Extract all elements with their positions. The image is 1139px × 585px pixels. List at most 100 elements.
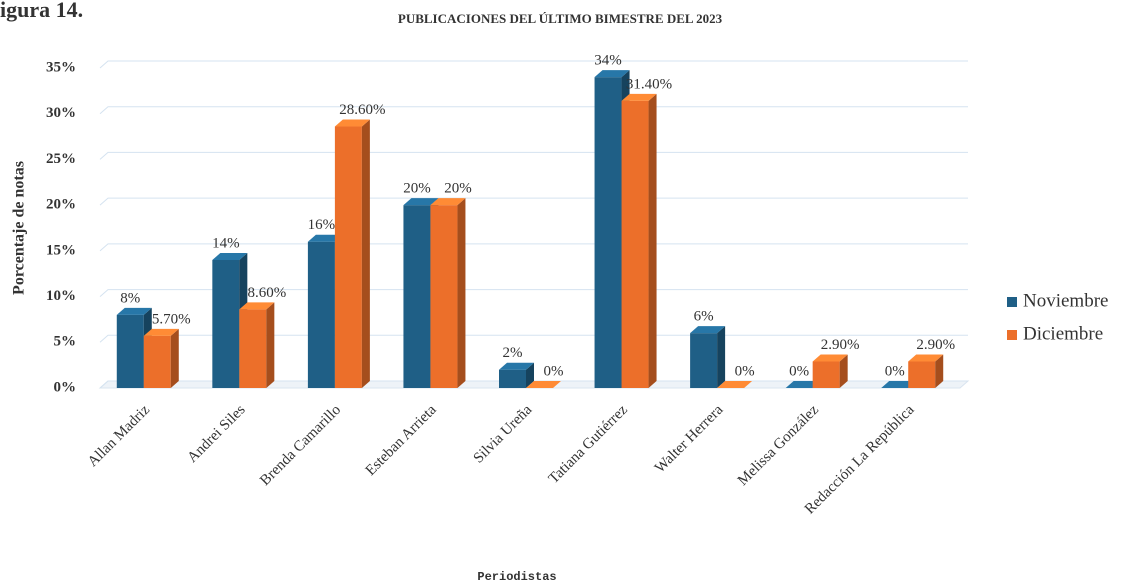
value-label: 20% xyxy=(403,181,431,197)
bar-front xyxy=(239,309,267,388)
x-axis-label: Periodistas xyxy=(477,570,556,584)
bar xyxy=(812,354,848,388)
grid-line xyxy=(99,60,968,69)
y-tick-label: 30% xyxy=(46,105,76,121)
x-tick-label: Andrei Siles xyxy=(185,402,249,466)
value-label: 2.90% xyxy=(916,337,955,353)
bar-front xyxy=(594,77,622,389)
value-label: 8% xyxy=(120,290,140,306)
value-label: 0% xyxy=(885,363,905,379)
bar-front xyxy=(212,260,240,388)
y-tick-label: 15% xyxy=(46,242,76,258)
bar-front xyxy=(690,333,718,388)
value-label: 0% xyxy=(789,363,809,379)
x-tick-label: Melissa González xyxy=(735,402,822,489)
bar-front xyxy=(307,241,335,388)
legend-label: Noviembre xyxy=(1023,290,1108,311)
grid-line xyxy=(99,334,968,343)
bar xyxy=(717,381,753,388)
bar-top xyxy=(212,253,248,260)
figure-caption: igura 14. xyxy=(0,0,83,22)
bar-front xyxy=(143,335,171,388)
bar-side xyxy=(648,93,657,389)
bar xyxy=(526,381,561,388)
bar-front xyxy=(334,126,362,388)
grid-line xyxy=(99,243,968,252)
bar-side xyxy=(457,198,466,388)
bar-side xyxy=(839,354,848,388)
y-tick-label: 20% xyxy=(46,197,76,213)
bar-top xyxy=(621,93,657,101)
x-tick-label: Redacción La República xyxy=(802,402,918,518)
bar-side xyxy=(717,326,726,388)
bar xyxy=(908,354,944,388)
bar-side xyxy=(266,302,275,388)
y-axis-label: Porcentaje de notas xyxy=(11,161,28,295)
legend-swatch xyxy=(1007,297,1017,307)
value-label: 2% xyxy=(503,345,523,361)
x-tick-label: Tatiana Gutiérrez xyxy=(546,402,631,487)
bar-top xyxy=(116,307,152,315)
grid-line xyxy=(99,289,968,297)
bar-top xyxy=(239,302,275,310)
bar xyxy=(430,198,466,388)
y-tick-label: 25% xyxy=(46,151,76,167)
bar-front xyxy=(403,205,431,388)
bar-top xyxy=(499,362,534,370)
bar xyxy=(143,328,179,388)
bar-top xyxy=(143,328,179,336)
grid-line xyxy=(99,380,968,389)
chart-title: PUBLICACIONES DEL ÚLTIMO BIMESTRE DEL 20… xyxy=(398,11,723,26)
bar xyxy=(499,362,534,388)
bar-top xyxy=(594,70,630,78)
legend-label: Diciembre xyxy=(1023,323,1103,344)
bar-top xyxy=(526,381,561,388)
bar xyxy=(621,93,657,389)
bar xyxy=(239,302,275,388)
bar-top xyxy=(430,198,466,206)
value-label: 6% xyxy=(694,309,714,325)
bar xyxy=(334,119,370,388)
value-label: 34% xyxy=(594,53,622,69)
value-label: 0% xyxy=(735,363,755,379)
bar-top xyxy=(908,354,944,362)
bar-front xyxy=(812,361,840,388)
bar-top xyxy=(785,381,821,388)
value-label: 8.60% xyxy=(247,285,286,301)
grid-line xyxy=(99,151,968,160)
x-tick-label: Walter Herrera xyxy=(652,402,727,477)
value-label: 2.90% xyxy=(821,337,860,353)
bar xyxy=(881,381,917,388)
value-label: 31.40% xyxy=(626,76,672,92)
bar xyxy=(690,326,726,388)
y-tick-label: 35% xyxy=(46,59,76,75)
x-tick-label: Esteban Arrieta xyxy=(363,402,440,479)
bar-side xyxy=(526,362,534,388)
value-label: 14% xyxy=(212,235,240,251)
bar-side xyxy=(170,328,179,388)
x-tick-label: Brenda Camarillo xyxy=(257,402,344,489)
bar-front xyxy=(116,314,144,388)
bar-top xyxy=(717,381,753,388)
value-label: 28.60% xyxy=(339,102,385,118)
bar-top xyxy=(812,354,848,362)
y-tick-label: 10% xyxy=(46,288,76,304)
bar-front xyxy=(430,205,458,388)
value-label: 20% xyxy=(444,181,472,197)
bar-top xyxy=(881,381,917,388)
value-label: 5.70% xyxy=(152,311,191,327)
value-label: 0% xyxy=(544,363,564,379)
bar-top xyxy=(403,198,439,206)
bar-side xyxy=(361,119,370,388)
bar-top xyxy=(334,119,370,127)
legend-swatch xyxy=(1007,330,1017,340)
y-tick-label: 5% xyxy=(54,334,77,350)
grid-line xyxy=(99,106,968,115)
bar-top xyxy=(690,326,726,334)
x-tick-label: Allan Madriz xyxy=(85,402,153,470)
bar-side xyxy=(935,354,944,388)
bar-top xyxy=(307,234,343,242)
bar-front xyxy=(621,100,649,389)
bar-front xyxy=(499,369,526,388)
